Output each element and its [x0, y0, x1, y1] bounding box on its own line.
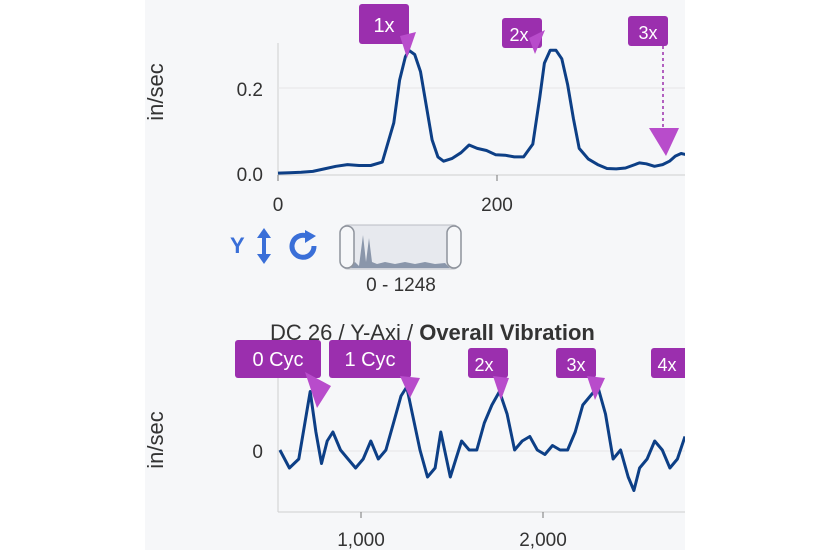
- charts-svg: in/sec 0.2 0.0 0 200 1x 2x: [145, 4, 685, 550]
- right-blank-area: [685, 0, 830, 550]
- marker-1x-label: 1x: [373, 15, 394, 37]
- spectrum-y-axis-label: in/sec: [145, 63, 168, 120]
- waveform-chart: DC 26 / Y-Axi / Overall Vibration in/sec…: [145, 320, 685, 550]
- marker-2x-wave-label: 2x: [474, 355, 493, 375]
- range-label: 0 - 1248: [366, 275, 436, 296]
- marker-3x-wave-label: 3x: [566, 355, 585, 375]
- marker-2x-wave-pointer: [493, 376, 509, 400]
- marker-2x[interactable]: 2x: [502, 18, 545, 54]
- marker-1-cyc[interactable]: 1 Cyc: [329, 340, 420, 398]
- waveform-x-tick: 2,000: [519, 530, 567, 550]
- marker-3x-wave-pointer: [587, 376, 605, 400]
- range-selector-sparkline: [351, 235, 450, 268]
- spectrum-series-line: [277, 48, 685, 175]
- marker-3x-wave[interactable]: 3x: [556, 348, 605, 400]
- marker-1x-pointer: [400, 32, 416, 58]
- marker-3x-pointer: [649, 128, 679, 156]
- spectrum-y-tick: 0.2: [237, 80, 263, 101]
- marker-1-cyc-label: 1 Cyc: [344, 349, 395, 371]
- marker-2x-label: 2x: [509, 25, 528, 45]
- marker-2x-pointer: [529, 30, 545, 54]
- marker-1-cyc-pointer: [400, 376, 420, 398]
- chart-panel: in/sec 0.2 0.0 0 200 1x 2x: [145, 0, 685, 550]
- range-selector[interactable]: 0 - 1248: [339, 224, 462, 296]
- spectrum-x-tick: 0: [273, 195, 284, 216]
- range-handle-right[interactable]: [446, 225, 462, 269]
- marker-0-cyc-label: 0 Cyc: [252, 349, 303, 371]
- spectrum-y-tick: 0.0: [237, 165, 263, 186]
- marker-3x[interactable]: 3x: [628, 16, 679, 156]
- marker-0-cyc[interactable]: 0 Cyc: [235, 340, 331, 408]
- marker-4x-wave-label: 4x: [657, 355, 676, 375]
- waveform-x-tick: 1,000: [337, 530, 385, 550]
- spectrum-chart: in/sec 0.2 0.0 0 200 1x 2x: [145, 4, 685, 216]
- waveform-series-line: [278, 385, 685, 492]
- marker-3x-label: 3x: [638, 23, 657, 43]
- waveform-y-tick: 0: [252, 442, 263, 463]
- marker-1x[interactable]: 1x: [359, 4, 416, 58]
- marker-4x-wave[interactable]: 4x: [651, 348, 685, 378]
- reset-zoom-icon[interactable]: [285, 229, 321, 268]
- axis-selector-label[interactable]: Y: [230, 233, 245, 258]
- spectrum-x-tick: 200: [481, 195, 513, 216]
- vertical-resize-icon[interactable]: [253, 226, 275, 271]
- waveform-title-main: Overall Vibration: [419, 320, 595, 345]
- range-handle-left[interactable]: [339, 225, 355, 269]
- waveform-y-axis-label: in/sec: [145, 411, 168, 468]
- marker-2x-wave[interactable]: 2x: [468, 348, 509, 400]
- marker-0-cyc-pointer: [305, 372, 331, 408]
